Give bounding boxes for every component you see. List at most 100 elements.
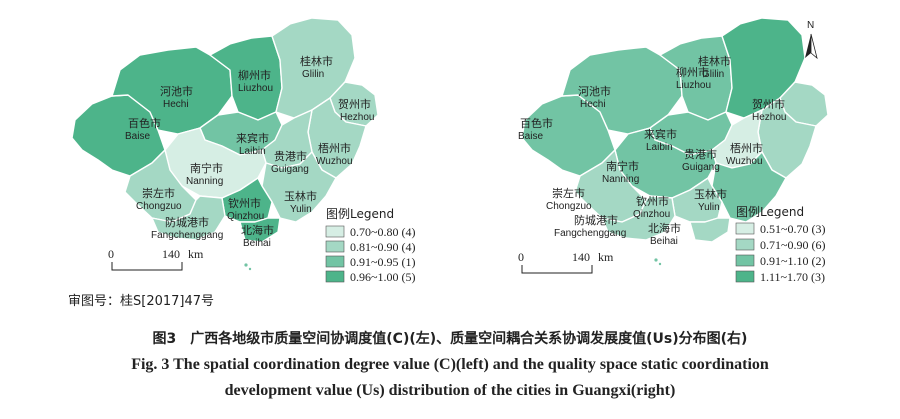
label-en-chongzuo: Chongzuo [136,201,182,212]
island-dot [654,258,658,262]
caption-chinese: 图3 广西各地级市质量空间协调度值(C)(左)、质量空间耦合关系协调发展度值(U… [152,331,748,347]
legend-swatch-2 [325,240,345,253]
island-dot [244,263,248,267]
label-cn-yulin: 玉林市 [694,187,727,201]
scale-bar: 0 140 km [518,250,614,274]
label-cn-fangchenggang: 防城港市 [574,213,618,227]
label-cn-hezhou: 贺州市 [338,97,371,111]
north-label: N [807,20,814,31]
label-cn-fangchenggang: 防城港市 [165,215,209,229]
label-cn-guilin: 桂林市 [300,54,333,68]
scale-end: 140 [162,247,180,261]
islands [244,263,252,271]
legend-item-3: 0.91~1.10 (2) [760,254,825,268]
label-en-laibin: Laibin [239,146,266,157]
scale-bar-line [521,265,593,274]
label-cn-guigang: 贵港市 [684,147,717,161]
label-en-hezhou: Hezhou [752,112,786,123]
legend-swatch-2 [735,238,755,251]
legend-item-3: 0.91~0.95 (1) [350,255,415,269]
label-en-fangchenggang: Fangchenggang [151,230,223,241]
label-en-liuzhou: Liuzhou [676,80,711,91]
label-cn-beihai: 北海市 [241,223,274,237]
label-en-beihai: Beihai [650,236,678,247]
islands [654,258,662,266]
label-cn-laibin: 来宾市 [236,131,269,145]
label-en-hechi: Hechi [163,99,189,110]
caption-english-line-2: development value (Us) distribution of t… [224,382,676,399]
legend-swatch-3 [325,255,345,268]
legend-item-1: 0.70~0.80 (4) [350,225,415,239]
map-left: 百色市 Baise 河池市 Hechi 柳州市 Liuzhou 桂林市 Glil… [71,17,415,284]
label-cn-hezhou: 贺州市 [752,97,785,111]
legend-swatch-4 [735,270,755,283]
legend-title: 图例Legend [326,207,394,221]
legend-swatch-1 [735,222,755,235]
legend-item-4: 1.11~1.70 (3) [760,270,825,284]
label-en-beihai: Beihai [243,238,271,249]
north-arrow-icon-half [810,33,818,60]
label-en-wuzhou: Wuzhou [316,156,353,167]
label-cn-baise: 百色市 [128,116,161,130]
label-cn-baise: 百色市 [520,116,553,130]
label-en-hezhou: Hezhou [340,112,374,123]
legend-item-4: 0.96~1.00 (5) [350,270,415,284]
city-qinzhou [221,177,273,223]
label-en-nanning: Nanning [602,174,639,185]
city-beihai [239,217,281,243]
label-cn-hechi: 河池市 [160,84,193,98]
scale-unit: km [598,250,614,264]
legend-item-2: 0.81~0.90 (4) [350,240,415,254]
north-arrow: N [805,20,818,60]
label-cn-qinzhou: 钦州市 [636,194,669,208]
label-en-qinzhou: Qinzhou [227,211,264,222]
label-cn-yulin: 玉林市 [284,189,317,203]
label-cn-guigang: 贵港市 [274,149,307,163]
city-fangchenggang [151,195,226,241]
label-cn-qinzhou: 钦州市 [228,196,261,210]
label-cn-guilin: 桂林市 [698,54,731,68]
label-en-yulin: Yulin [698,202,720,213]
north-arrow-icon [805,34,811,58]
map-review-number: 审图号：桂S[2017]47号 [68,294,215,309]
legend: 图例Legend 0.70~0.80 (4) 0.81~0.90 (4) 0.9… [325,207,415,284]
label-cn-wuzhou: 梧州市 [730,141,763,155]
label-en-fangchenggang: Fangchenggang [554,228,626,239]
label-en-guilin: Glilin [302,69,324,80]
caption-english-line-1: Fig. 3 The spatial coordination degree v… [131,356,769,373]
label-cn-liuzhou: 柳州市 [676,65,709,79]
legend: 图例Legend 0.51~0.70 (3) 0.71~0.90 (6) 0.9… [735,205,825,284]
legend-swatch-3 [735,254,755,267]
legend-item-2: 0.71~0.90 (6) [760,238,825,252]
label-en-wuzhou: Wuzhou [726,156,763,167]
city-labels: 百色市 Baise 河池市 Hechi 柳州市 Liuzhou 桂林市 Glil… [125,54,374,249]
legend-swatch-1 [325,225,345,238]
label-en-nanning: Nanning [186,176,223,187]
label-en-guigang: Guigang [682,162,720,173]
city-qinzhou [671,177,723,223]
label-cn-beihai: 北海市 [648,221,681,235]
label-cn-liuzhou: 柳州市 [238,68,271,82]
city-labels: 百色市 Baise 河池市 Hechi 柳州市 Liuzhou 桂林市 Glil… [518,54,786,247]
legend-item-1: 0.51~0.70 (3) [760,222,825,236]
label-en-hechi: Hechi [580,99,606,110]
label-en-qinzhou: Qinzhou [633,209,670,220]
label-cn-laibin: 来宾市 [644,127,677,141]
label-en-baise: Baise [518,131,543,142]
scale-start: 0 [108,247,114,261]
label-en-laibin: Laibin [646,142,673,153]
label-en-yulin: Yulin [290,204,312,215]
city-fangchenggang [601,195,676,241]
scale-end: 140 [572,250,590,264]
label-en-guigang: Guigang [271,164,309,175]
island-dot [248,267,252,271]
map-right: 百色市 Baise 河池市 Hechi 柳州市 Liuzhou 桂林市 Glil… [518,17,829,284]
label-cn-wuzhou: 梧州市 [318,141,351,155]
island-dot [658,262,662,266]
legend-title: 图例Legend [736,205,804,219]
label-cn-chongzuo: 崇左市 [552,186,585,200]
scale-start: 0 [518,250,524,264]
label-cn-hechi: 河池市 [578,84,611,98]
label-cn-nanning: 南宁市 [606,159,639,173]
